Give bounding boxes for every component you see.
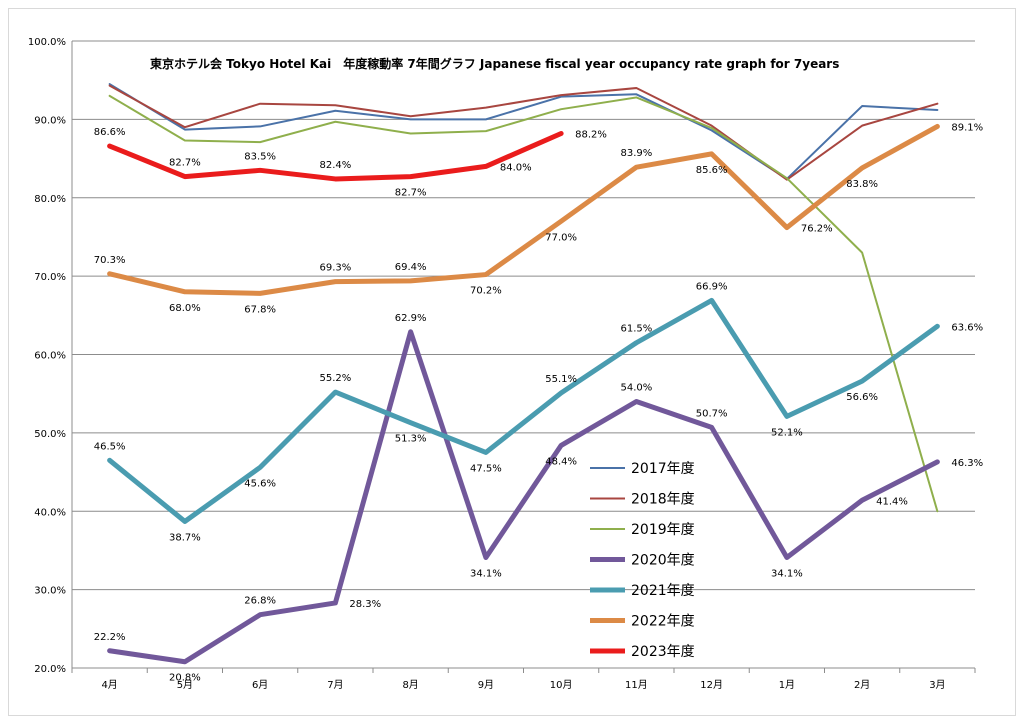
data-label: 62.9%: [395, 313, 427, 324]
legend-label: 2022年度: [631, 614, 695, 630]
y-tick-label: 100.0%: [28, 37, 66, 48]
data-label: 68.0%: [169, 303, 201, 314]
data-label: 70.2%: [470, 286, 502, 297]
data-label: 83.9%: [620, 148, 652, 159]
data-label: 61.5%: [620, 324, 652, 335]
data-label: 69.3%: [319, 263, 351, 274]
legend-label: 2021年度: [631, 583, 695, 599]
legend-label: 2017年度: [631, 461, 695, 477]
data-label: 28.3%: [349, 599, 381, 610]
x-axis-ticks: 4月 5月 6月 7月 8月 9月 10月 11月 12月 1月 2月 3月: [71, 668, 976, 691]
data-label: 22.2%: [94, 632, 126, 643]
legend-label: 2020年度: [631, 553, 695, 569]
x-tick-label: 9月: [478, 679, 494, 691]
data-label: 52.1%: [771, 427, 803, 438]
data-label: 77.0%: [545, 232, 577, 243]
data-label: 86.6%: [94, 127, 126, 138]
x-tick-label: 3月: [929, 679, 945, 691]
y-tick-label: 20.0%: [34, 664, 66, 675]
legend: 2017年度 2018年度 2019年度 2020年度 2021年度 2022年度 2023…: [590, 461, 695, 660]
x-tick-label: 2月: [854, 679, 870, 691]
data-label: 76.2%: [801, 224, 833, 235]
y-tick-label: 70.0%: [34, 272, 66, 283]
data-label: 69.4%: [395, 262, 427, 273]
series-line: [107, 329, 940, 665]
data-label: 46.3%: [951, 458, 983, 469]
data-labels: 22.2% 20.8% 26.8% 28.3% 62.9% 34.1% 48.4% 54.0%…: [94, 122, 983, 683]
chart-title: 東京ホテル会 Tokyo Hotel Kai 年度稼動率 7年間グラフ Japa…: [150, 56, 839, 71]
data-label: 83.5%: [244, 151, 276, 162]
gridlines: [71, 40, 975, 669]
y-tick-label: 30.0%: [34, 586, 66, 597]
legend-label: 2018年度: [631, 492, 695, 508]
y-tick-label: 90.0%: [34, 115, 66, 126]
data-label: 46.5%: [94, 441, 126, 452]
data-label: 34.1%: [771, 568, 803, 579]
y-tick-label: 60.0%: [34, 351, 66, 362]
series-line: [108, 84, 939, 181]
data-label: 55.1%: [545, 374, 577, 385]
series-lines: [107, 83, 940, 665]
series-line: [107, 297, 940, 524]
data-label: 48.4%: [545, 456, 577, 467]
y-tick-label: 50.0%: [34, 429, 66, 440]
data-label: 26.8%: [244, 596, 276, 607]
x-tick-label: 4月: [101, 679, 117, 691]
data-label: 83.8%: [846, 179, 878, 190]
x-tick-label: 8月: [402, 679, 418, 691]
data-label: 55.2%: [319, 373, 351, 384]
y-tick-label: 80.0%: [34, 194, 66, 205]
y-axis-ticks: 20.0% 30.0% 40.0% 50.0% 60.0% 70.0% 80.0% 90.0%…: [28, 37, 66, 675]
x-tick-label: 10月: [550, 679, 573, 691]
data-label: 34.1%: [470, 568, 502, 579]
data-label: 82.4%: [319, 160, 351, 171]
data-label: 56.6%: [846, 392, 878, 403]
data-label: 50.7%: [696, 408, 728, 419]
legend-label: 2019年度: [631, 522, 695, 538]
data-label: 82.7%: [395, 188, 427, 199]
x-tick-label: 7月: [327, 679, 343, 691]
series-line: [108, 83, 939, 180]
x-tick-label: 11月: [625, 679, 648, 691]
data-label: 67.8%: [244, 304, 276, 315]
chart-frame: [8, 8, 1016, 716]
data-label: 89.1%: [951, 122, 983, 133]
data-label: 88.2%: [575, 129, 607, 140]
data-label: 82.7%: [169, 158, 201, 169]
series-line: [107, 130, 564, 182]
series-line: [108, 94, 939, 513]
data-label: 54.0%: [620, 383, 652, 394]
series-line: [107, 123, 940, 296]
data-label: 47.5%: [470, 463, 502, 474]
data-label: 70.3%: [94, 255, 126, 266]
x-tick-label: 12月: [700, 679, 723, 691]
y-tick-label: 40.0%: [34, 507, 66, 518]
x-tick-label: 5月: [177, 679, 193, 691]
data-label: 38.7%: [169, 532, 201, 543]
x-tick-label: 1月: [779, 679, 795, 691]
data-label: 45.6%: [244, 478, 276, 489]
data-label: 84.0%: [500, 162, 532, 173]
data-label: 85.6%: [696, 165, 728, 176]
data-label: 41.4%: [876, 496, 908, 507]
data-label: 51.3%: [395, 434, 427, 445]
legend-label: 2023年度: [631, 644, 695, 660]
data-label: 63.6%: [951, 322, 983, 333]
data-label: 66.9%: [696, 281, 728, 292]
x-tick-label: 6月: [252, 679, 268, 691]
data-label: 20.8%: [169, 673, 201, 684]
